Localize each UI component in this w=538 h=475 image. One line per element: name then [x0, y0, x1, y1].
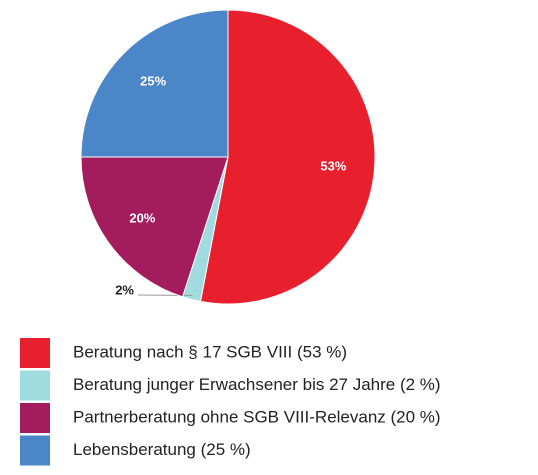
- value-label: 2%: [115, 282, 134, 297]
- legend-swatch: [20, 435, 50, 466]
- legend-swatch: [20, 370, 50, 401]
- value-label: 25%: [140, 74, 166, 89]
- legend-swatch: [20, 403, 50, 433]
- value-label: 20%: [129, 211, 155, 226]
- pie-slice: [80, 9, 229, 158]
- value-label: 53%: [320, 158, 346, 173]
- legend-label: Lebensberatung (25 %): [73, 440, 251, 459]
- legend-label: Partnerberatung ohne SGB VIII-Relevanz (…: [73, 407, 441, 426]
- pie-slice: [199, 9, 376, 305]
- legend-label: Beratung nach § 17 SGB VIII (53 %): [73, 342, 347, 361]
- legend-label: Beratung junger Erwachsener bis 27 Jahre…: [73, 375, 441, 394]
- leader-line: [137, 294, 193, 297]
- legend-swatch: [20, 338, 50, 368]
- pie-slice: [80, 156, 229, 298]
